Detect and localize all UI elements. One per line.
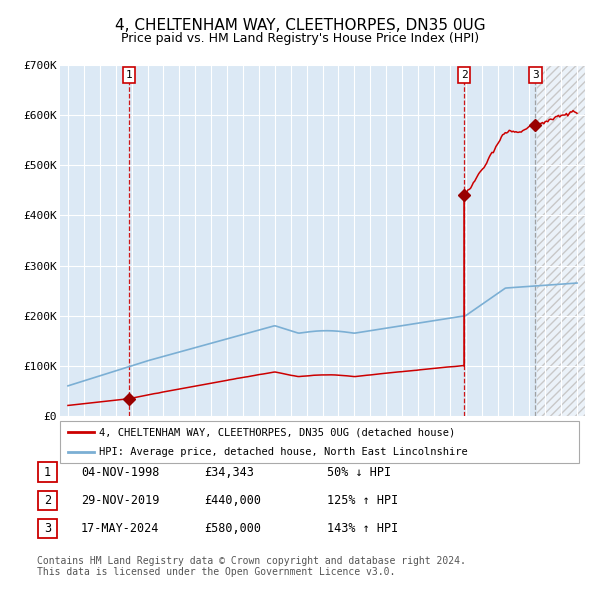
Text: 17-MAY-2024: 17-MAY-2024 — [81, 522, 160, 535]
Text: £440,000: £440,000 — [204, 494, 261, 507]
Text: 3: 3 — [44, 522, 51, 535]
Text: 4, CHELTENHAM WAY, CLEETHORPES, DN35 0UG (detached house): 4, CHELTENHAM WAY, CLEETHORPES, DN35 0UG… — [99, 427, 455, 437]
Text: 1: 1 — [44, 466, 51, 478]
Text: 2: 2 — [461, 70, 467, 80]
Text: 29-NOV-2019: 29-NOV-2019 — [81, 494, 160, 507]
FancyBboxPatch shape — [38, 519, 57, 538]
Text: £34,343: £34,343 — [204, 466, 254, 478]
FancyBboxPatch shape — [38, 491, 57, 510]
Text: 4, CHELTENHAM WAY, CLEETHORPES, DN35 0UG: 4, CHELTENHAM WAY, CLEETHORPES, DN35 0UG — [115, 18, 485, 32]
Text: HPI: Average price, detached house, North East Lincolnshire: HPI: Average price, detached house, Nort… — [99, 447, 467, 457]
Text: 143% ↑ HPI: 143% ↑ HPI — [327, 522, 398, 535]
Text: 3: 3 — [532, 70, 539, 80]
Bar — [537, 65, 585, 416]
FancyBboxPatch shape — [38, 463, 57, 481]
Bar — [537, 65, 585, 416]
Text: 125% ↑ HPI: 125% ↑ HPI — [327, 494, 398, 507]
Text: £580,000: £580,000 — [204, 522, 261, 535]
Text: 50% ↓ HPI: 50% ↓ HPI — [327, 466, 391, 478]
Text: 1: 1 — [125, 70, 133, 80]
Text: 04-NOV-1998: 04-NOV-1998 — [81, 466, 160, 478]
FancyBboxPatch shape — [60, 421, 579, 463]
Text: 2: 2 — [44, 494, 51, 507]
Text: Price paid vs. HM Land Registry's House Price Index (HPI): Price paid vs. HM Land Registry's House … — [121, 32, 479, 45]
Text: Contains HM Land Registry data © Crown copyright and database right 2024.
This d: Contains HM Land Registry data © Crown c… — [37, 556, 466, 578]
